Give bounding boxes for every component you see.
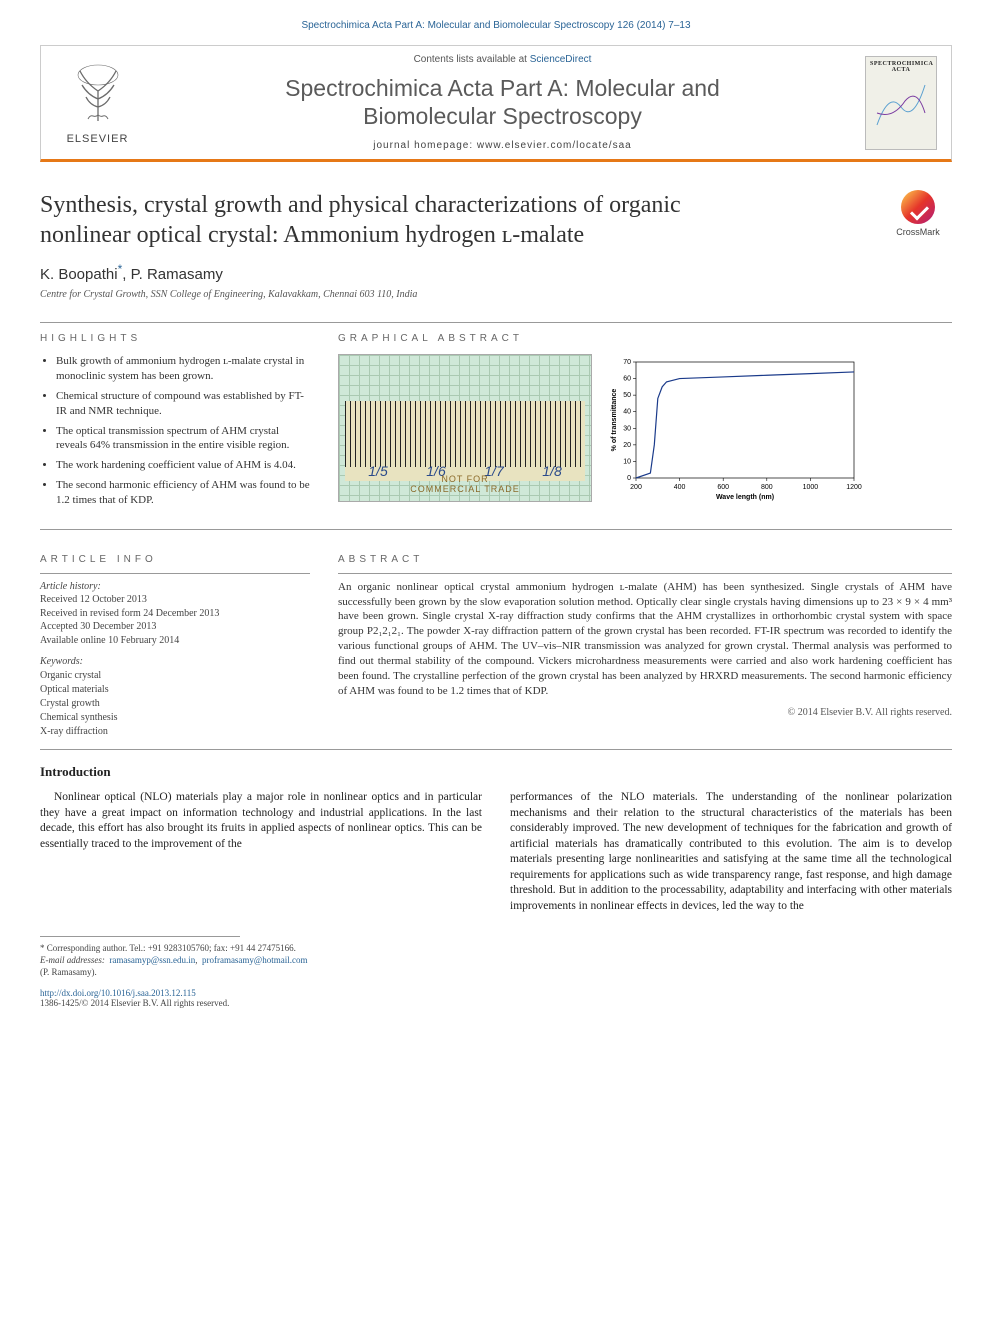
svg-text:50: 50 — [623, 392, 631, 399]
sciencedirect-link[interactable]: ScienceDirect — [530, 54, 592, 65]
footnote: * Corresponding author. Tel.: +91 928310… — [40, 943, 952, 978]
svg-text:40: 40 — [623, 409, 631, 416]
svg-text:0: 0 — [627, 475, 631, 482]
highlight-item: The optical transmission spectrum of AHM… — [56, 424, 310, 454]
header-center: Contents lists available at ScienceDirec… — [140, 54, 865, 151]
cover-title: SPECTROCHIMICA ACTA — [870, 61, 932, 73]
accepted: Accepted 30 December 2013 — [40, 620, 310, 634]
svg-text:Wave length (nm): Wave length (nm) — [716, 494, 774, 501]
intro-heading: Introduction — [40, 764, 952, 780]
rule — [40, 322, 952, 323]
svg-text:600: 600 — [717, 484, 729, 491]
svg-text:400: 400 — [674, 484, 686, 491]
svg-text:30: 30 — [623, 425, 631, 432]
highlight-item: The second harmonic efficiency of AHM wa… — [56, 478, 310, 508]
journal-homepage: journal homepage: www.elsevier.com/locat… — [160, 140, 845, 151]
highlight-item: Chemical structure of compound was estab… — [56, 389, 310, 419]
author-2: , P. Ramasamy — [122, 266, 223, 283]
rule — [40, 573, 310, 574]
keyword: Crystal growth — [40, 697, 310, 711]
affiliation: Centre for Crystal Growth, SSN College o… — [40, 289, 866, 300]
ruler-text: NOT FOR COMMERCIAL TRADE — [339, 475, 591, 495]
journal-cover-thumb: SPECTROCHIMICA ACTA — [865, 56, 937, 150]
svg-text:800: 800 — [761, 484, 773, 491]
journal-name-l2: Biomolecular Spectroscopy — [363, 103, 642, 129]
email-link-1[interactable]: ramasamyp@ssn.edu.in — [109, 955, 195, 965]
crossmark-label: CrossMark — [884, 227, 952, 237]
abstract-copyright: © 2014 Elsevier B.V. All rights reserved… — [338, 707, 952, 718]
highlights-list: Bulk growth of ammonium hydrogen ʟ-malat… — [40, 354, 310, 508]
authors: K. Boopathi*, P. Ramasamy — [40, 262, 866, 283]
crossmark-icon — [901, 190, 935, 224]
keywords-label: Keywords: — [40, 655, 310, 669]
history-label: Article history: — [40, 580, 310, 594]
notfor-l2: COMMERCIAL TRADE — [410, 484, 520, 494]
keyword: Chemical synthesis — [40, 711, 310, 725]
keyword: Optical materials — [40, 683, 310, 697]
intro-para-2: performances of the NLO materials. The u… — [510, 790, 952, 914]
article-title-l2: nonlinear optical crystal: Ammonium hydr… — [40, 222, 584, 248]
intro-para-1: Nonlinear optical (NLO) materials play a… — [40, 790, 482, 852]
svg-text:% of transmittance: % of transmittance — [611, 389, 618, 452]
crystal-photo: 1/5 1/6 1/7 1/8 NOT FOR COMMERCIAL TRADE — [338, 354, 592, 502]
keyword: X-ray diffraction — [40, 725, 310, 739]
footnote-rule — [40, 936, 240, 937]
crossmark-badge[interactable]: CrossMark — [884, 190, 952, 237]
svg-text:1200: 1200 — [846, 484, 862, 491]
publisher-name: ELSEVIER — [55, 133, 140, 145]
svg-text:60: 60 — [623, 376, 631, 383]
highlight-item: Bulk growth of ammonium hydrogen ʟ-malat… — [56, 354, 310, 384]
graphical-abstract-images: 1/5 1/6 1/7 1/8 NOT FOR COMMERCIAL TRADE… — [338, 354, 952, 502]
corr-footnote: * Corresponding author. Tel.: +91 928310… — [40, 943, 952, 955]
chart-svg: 200 400 600 800 1000 1200 0 10 20 30 40 50 60 70 Wave … — [606, 354, 862, 502]
journal-name-l1: Spectrochimica Acta Part A: Molecular an… — [285, 75, 720, 101]
rule — [40, 749, 952, 750]
rule — [40, 529, 952, 530]
doi-block: http://dx.doi.org/10.1016/j.saa.2013.12.… — [40, 988, 952, 1008]
abstract-label: ABSTRACT — [338, 554, 952, 565]
publisher-logo: ELSEVIER — [55, 61, 140, 145]
contents-prefix: Contents lists available at — [414, 54, 530, 65]
received: Received 12 October 2013 — [40, 593, 310, 607]
journal-name: Spectrochimica Acta Part A: Molecular an… — [160, 75, 845, 130]
article-info-block: Article history: Received 12 October 201… — [40, 580, 310, 648]
abstract-text: An organic nonlinear optical crystal amm… — [338, 580, 952, 699]
keyword: Organic crystal — [40, 669, 310, 683]
abstract: An organic nonlinear optical crystal amm… — [338, 580, 952, 699]
highlights-label: HIGHLIGHTS — [40, 333, 310, 344]
graphical-abstract-label: GRAPHICAL ABSTRACT — [338, 333, 952, 344]
email-label: E-mail addresses: — [40, 955, 105, 965]
revised: Received in revised form 24 December 201… — [40, 607, 310, 621]
journal-header: ELSEVIER Contents lists available at Sci… — [40, 45, 952, 162]
elsevier-tree-icon — [66, 61, 130, 125]
rule — [338, 573, 952, 574]
svg-text:1000: 1000 — [803, 484, 819, 491]
transmittance-chart: 200 400 600 800 1000 1200 0 10 20 30 40 50 60 70 Wave … — [606, 354, 862, 502]
svg-text:200: 200 — [630, 484, 642, 491]
running-header: Spectrochimica Acta Part A: Molecular an… — [40, 20, 952, 31]
cover-graphic-icon — [871, 73, 931, 139]
article-info-label: ARTICLE INFO — [40, 554, 310, 565]
online: Available online 10 February 2014 — [40, 634, 310, 648]
email-link-2[interactable]: proframasamy@hotmail.com — [202, 955, 308, 965]
doi-link[interactable]: http://dx.doi.org/10.1016/j.saa.2013.12.… — [40, 988, 196, 998]
email-tail: (P. Ramasamy). — [40, 967, 952, 979]
svg-text:20: 20 — [623, 442, 631, 449]
article-title-l1: Synthesis, crystal growth and physical c… — [40, 192, 681, 218]
svg-text:10: 10 — [623, 459, 631, 466]
svg-text:70: 70 — [623, 359, 631, 366]
author-1: K. Boopathi — [40, 266, 118, 283]
highlight-item: The work hardening coefficient value of … — [56, 458, 310, 473]
body-columns: Nonlinear optical (NLO) materials play a… — [40, 790, 952, 914]
article-title: Synthesis, crystal growth and physical c… — [40, 190, 866, 250]
notfor-l1: NOT FOR — [441, 474, 488, 484]
keywords-block: Keywords: Organic crystal Optical materi… — [40, 655, 310, 739]
contents-available: Contents lists available at ScienceDirec… — [160, 54, 845, 65]
issn-line: 1386-1425/© 2014 Elsevier B.V. All right… — [40, 998, 229, 1008]
